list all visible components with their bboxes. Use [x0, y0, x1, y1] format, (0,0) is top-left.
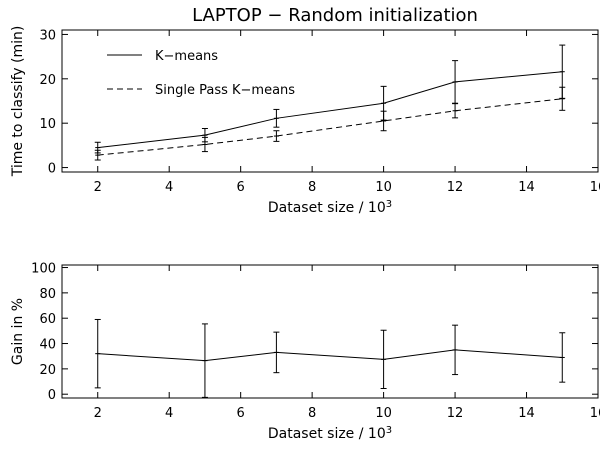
y-tick-label: 20 [39, 363, 56, 378]
y-tick-label: 80 [39, 287, 56, 302]
series-line [97, 98, 563, 156]
y-tick-label: 0 [48, 162, 56, 177]
y-tick-label: 60 [39, 312, 56, 327]
x-tick-label: 6 [237, 406, 245, 421]
y-axis-label: Gain in % [10, 298, 26, 365]
legend-label: K−means [155, 49, 218, 64]
series-line [97, 349, 563, 362]
plot-frame [61, 29, 599, 173]
legend-label: Single Pass K−means [155, 83, 295, 98]
x-tick-label: 10 [375, 180, 392, 195]
series-line [97, 71, 563, 149]
x-axis-label: Dataset size / 103 [268, 425, 392, 442]
y-tick-label: 20 [39, 73, 56, 88]
x-tick-label: 4 [165, 406, 173, 421]
x-tick-label: 2 [94, 180, 102, 195]
x-tick-label: 4 [165, 180, 173, 195]
x-tick-label: 12 [447, 180, 464, 195]
plot-frame [61, 264, 599, 399]
x-tick-label: 10 [375, 406, 392, 421]
y-tick-label: 30 [39, 28, 56, 43]
x-tick-label: 12 [447, 406, 464, 421]
y-tick-label: 40 [39, 338, 56, 353]
x-tick-label: 8 [308, 406, 316, 421]
top-chart: 2 4 6 8 10 12 14 16 0 10 20 30 Dataset size / 103 Tim… [10, 26, 600, 216]
y-tick-label: 10 [39, 117, 56, 132]
x-tick-label: 14 [518, 180, 535, 195]
x-tick-label: 2 [94, 406, 102, 421]
y-tick-label: 100 [31, 262, 56, 277]
x-tick-label: 14 [518, 406, 535, 421]
x-tick-label: 8 [308, 180, 316, 195]
x-tick-label: 6 [237, 180, 245, 195]
chart-title: LAPTOP − Random initialization [192, 5, 478, 26]
x-axis-label: Dataset size / 103 [268, 199, 392, 216]
y-axis-label: Time to classify (min) [10, 26, 26, 178]
x-tick-label: 16 [590, 180, 600, 195]
y-tick-label: 0 [48, 388, 56, 403]
bottom-chart: 2 4 6 8 10 12 14 16 0 20 40 60 80 100 Dataset size / 1… [10, 262, 600, 442]
x-tick-label: 16 [590, 406, 600, 421]
